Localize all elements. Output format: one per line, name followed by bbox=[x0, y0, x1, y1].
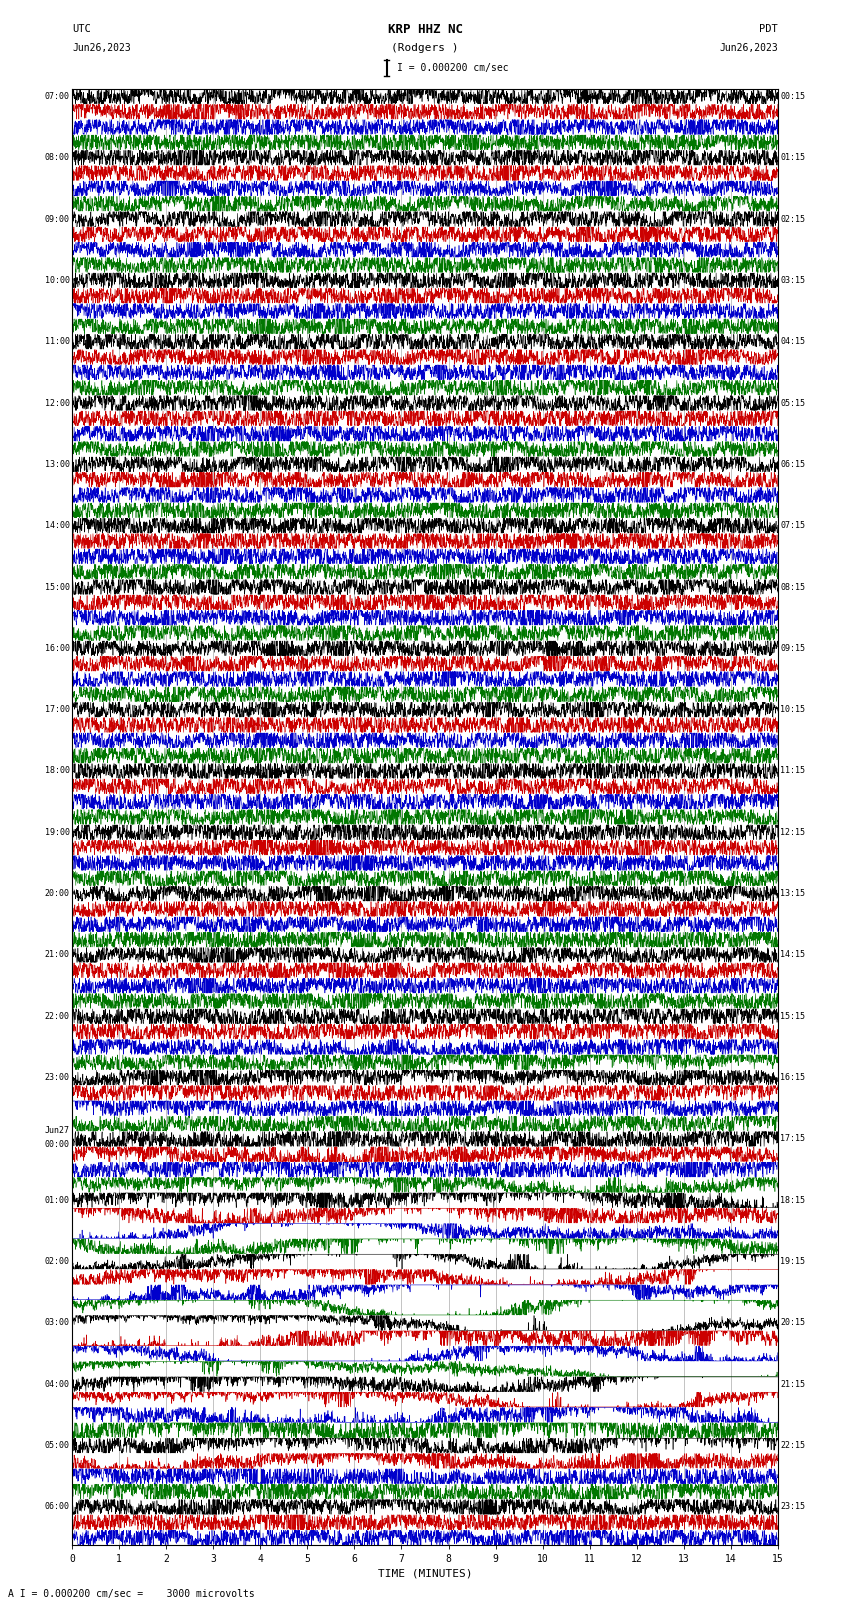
Text: 23:15: 23:15 bbox=[780, 1502, 805, 1511]
Text: 19:00: 19:00 bbox=[45, 827, 70, 837]
Text: 20:15: 20:15 bbox=[780, 1318, 805, 1327]
Text: 15:15: 15:15 bbox=[780, 1011, 805, 1021]
Text: 07:00: 07:00 bbox=[45, 92, 70, 102]
Text: 16:00: 16:00 bbox=[45, 644, 70, 653]
Text: 22:00: 22:00 bbox=[45, 1011, 70, 1021]
Text: 05:00: 05:00 bbox=[45, 1440, 70, 1450]
Text: 06:15: 06:15 bbox=[780, 460, 805, 469]
Text: 02:00: 02:00 bbox=[45, 1257, 70, 1266]
Text: 21:15: 21:15 bbox=[780, 1379, 805, 1389]
Text: 11:00: 11:00 bbox=[45, 337, 70, 347]
Text: 04:00: 04:00 bbox=[45, 1379, 70, 1389]
Text: 22:15: 22:15 bbox=[780, 1440, 805, 1450]
Text: 21:00: 21:00 bbox=[45, 950, 70, 960]
Text: KRP HHZ NC: KRP HHZ NC bbox=[388, 23, 462, 35]
Text: 09:15: 09:15 bbox=[780, 644, 805, 653]
Text: 08:00: 08:00 bbox=[45, 153, 70, 163]
Text: 19:15: 19:15 bbox=[780, 1257, 805, 1266]
Text: 17:00: 17:00 bbox=[45, 705, 70, 715]
Text: 16:15: 16:15 bbox=[780, 1073, 805, 1082]
X-axis label: TIME (MINUTES): TIME (MINUTES) bbox=[377, 1568, 473, 1579]
Text: Jun27: Jun27 bbox=[45, 1126, 70, 1136]
Text: 14:15: 14:15 bbox=[780, 950, 805, 960]
Text: 03:00: 03:00 bbox=[45, 1318, 70, 1327]
Text: 06:00: 06:00 bbox=[45, 1502, 70, 1511]
Text: Jun26,2023: Jun26,2023 bbox=[72, 44, 131, 53]
Text: 17:15: 17:15 bbox=[780, 1134, 805, 1144]
Text: 10:00: 10:00 bbox=[45, 276, 70, 286]
Text: 01:00: 01:00 bbox=[45, 1195, 70, 1205]
Text: 07:15: 07:15 bbox=[780, 521, 805, 531]
Text: 13:00: 13:00 bbox=[45, 460, 70, 469]
Text: UTC: UTC bbox=[72, 24, 91, 34]
Text: 14:00: 14:00 bbox=[45, 521, 70, 531]
Text: 05:15: 05:15 bbox=[780, 398, 805, 408]
Text: 12:15: 12:15 bbox=[780, 827, 805, 837]
Text: 18:00: 18:00 bbox=[45, 766, 70, 776]
Text: A I = 0.000200 cm/sec =    3000 microvolts: A I = 0.000200 cm/sec = 3000 microvolts bbox=[8, 1589, 255, 1598]
Text: 08:15: 08:15 bbox=[780, 582, 805, 592]
Text: 00:15: 00:15 bbox=[780, 92, 805, 102]
Text: 04:15: 04:15 bbox=[780, 337, 805, 347]
Text: (Rodgers ): (Rodgers ) bbox=[391, 44, 459, 53]
Text: 18:15: 18:15 bbox=[780, 1195, 805, 1205]
Text: I = 0.000200 cm/sec: I = 0.000200 cm/sec bbox=[397, 63, 508, 73]
Text: 02:15: 02:15 bbox=[780, 215, 805, 224]
Text: 13:15: 13:15 bbox=[780, 889, 805, 898]
Text: 23:00: 23:00 bbox=[45, 1073, 70, 1082]
Text: 03:15: 03:15 bbox=[780, 276, 805, 286]
Text: 10:15: 10:15 bbox=[780, 705, 805, 715]
Text: PDT: PDT bbox=[759, 24, 778, 34]
Text: Jun26,2023: Jun26,2023 bbox=[719, 44, 778, 53]
Text: 12:00: 12:00 bbox=[45, 398, 70, 408]
Text: 15:00: 15:00 bbox=[45, 582, 70, 592]
Text: 09:00: 09:00 bbox=[45, 215, 70, 224]
Text: 20:00: 20:00 bbox=[45, 889, 70, 898]
Text: 00:00: 00:00 bbox=[45, 1140, 70, 1148]
Text: 11:15: 11:15 bbox=[780, 766, 805, 776]
Text: 01:15: 01:15 bbox=[780, 153, 805, 163]
